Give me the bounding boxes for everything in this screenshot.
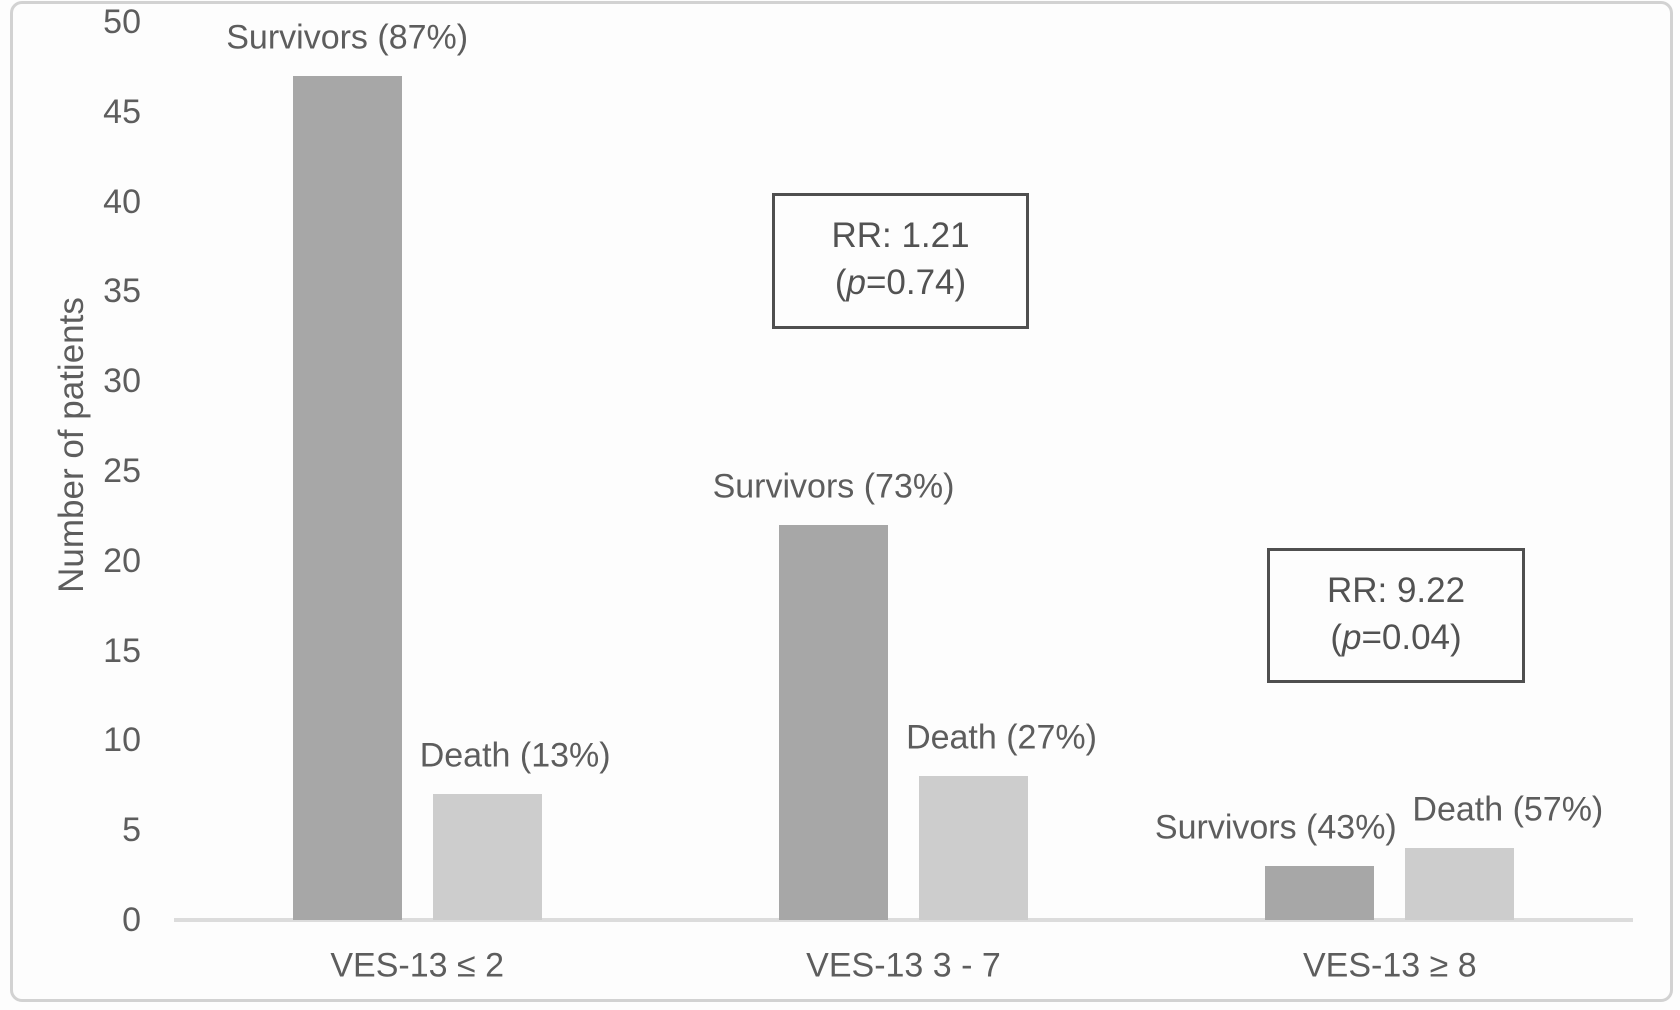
y-tick-label-45: 45 (103, 92, 141, 131)
y-tick-label-15: 15 (103, 631, 141, 670)
x-axis-label-group1: VES-13 ≤ 2 (330, 946, 504, 985)
y-tick-label-20: 20 (103, 541, 141, 580)
bar-death-group1 (432, 794, 542, 920)
bar-death-group3 (1405, 848, 1515, 920)
p-rest-1: =0.74) (865, 263, 967, 302)
y-tick-label-35: 35 (103, 272, 141, 311)
y-tick-label-5: 5 (122, 811, 141, 850)
bar-label-death-group1: Death (13%) (419, 736, 611, 775)
y-tick-label-0: 0 (122, 901, 141, 939)
p-symbol-1: p (846, 263, 866, 302)
rr-value-2: RR: 9.22 (1326, 571, 1466, 610)
p-value-2: (p=0.04) (1270, 614, 1522, 661)
x-axis-label-group2: VES-13 3 - 7 (806, 946, 1001, 985)
x-axis-line (174, 918, 1633, 922)
bar-label-survivors-group3: Survivors (43%) (1154, 808, 1397, 847)
y-tick-label-50: 50 (103, 3, 141, 41)
p-open-2: ( (1330, 618, 1342, 657)
y-tick-label-40: 40 (103, 182, 141, 221)
bar-label-death-group2: Death (27%) (906, 718, 1097, 757)
bar-survivors-group1 (292, 75, 402, 920)
bar-label-death-group3: Death (57%) (1412, 790, 1604, 829)
y-tick-label-10: 10 (103, 721, 141, 760)
bar-death-group2 (919, 776, 1028, 920)
x-axis-label-group3: VES-13 ≥ 8 (1303, 946, 1477, 985)
bar-survivors-group2 (779, 524, 888, 920)
p-open-1: ( (834, 263, 847, 302)
bar-label-survivors-group2: Survivors (73%) (712, 467, 955, 506)
y-tick-label-30: 30 (103, 362, 141, 401)
bar-survivors-group3 (1265, 866, 1375, 920)
bar-label-survivors-group1: Survivors (87%) (226, 18, 469, 57)
rr-value-1: RR: 1.21 (831, 216, 970, 255)
annotation-box-rr-right-group: RR: 9.22 (p=0.04) (1267, 548, 1525, 683)
y-tick-label-25: 25 (103, 452, 141, 490)
p-symbol-2: p (1341, 618, 1362, 657)
p-value-1: (p=0.74) (775, 259, 1026, 306)
annotation-box-rr-middle-group: RR: 1.21 (p=0.74) (772, 193, 1029, 329)
p-rest-2: =0.04) (1361, 618, 1462, 657)
chart-frame (10, 1, 1673, 1002)
